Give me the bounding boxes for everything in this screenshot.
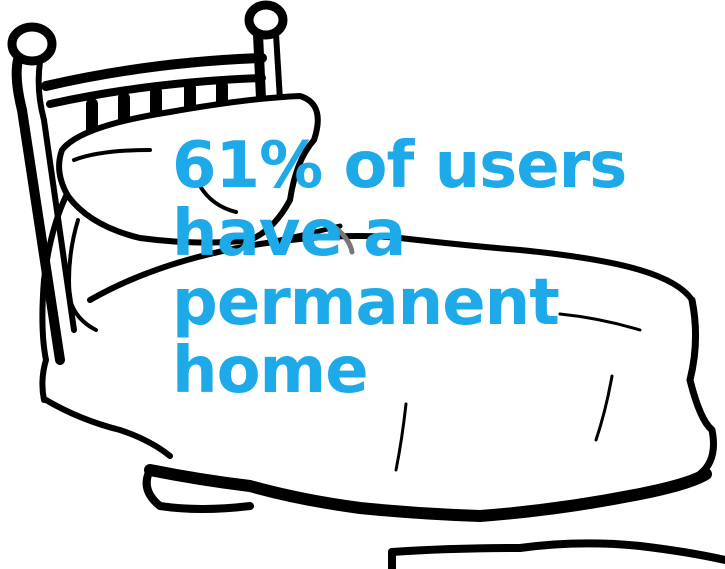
stat-line: home: [172, 334, 369, 409]
stat-line: permanent: [172, 265, 560, 340]
stat-line: 61% of users: [172, 129, 627, 203]
statistic-text: 61% of users have a permanent home: [172, 132, 692, 406]
stat-line: have a: [172, 197, 406, 272]
